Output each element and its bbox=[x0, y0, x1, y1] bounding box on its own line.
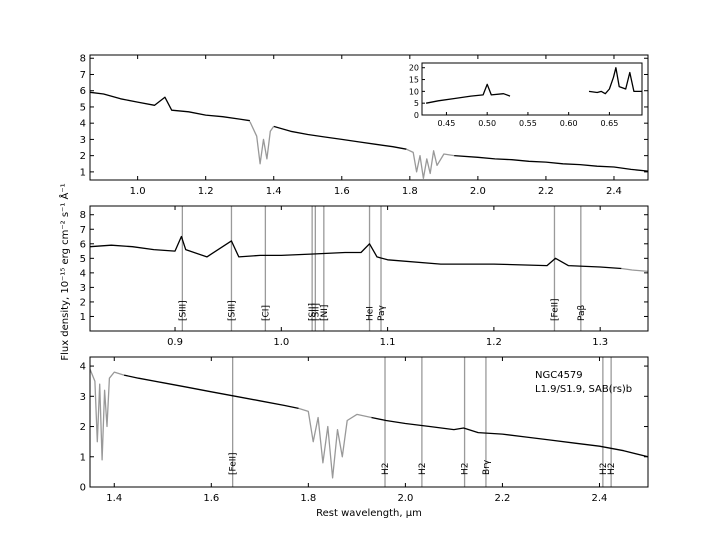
object-annotation: L1.9/S1.9, SAB(rs)b bbox=[535, 384, 632, 395]
y-tick-label: 5 bbox=[80, 102, 86, 113]
line-label: [CI] bbox=[261, 305, 271, 321]
y-tick-label: 1 bbox=[80, 167, 86, 178]
spectrum-series-0-segment-0 bbox=[89, 235, 622, 270]
object-annotation: NGC4579 bbox=[535, 370, 583, 381]
inset-y-tick-label: 10 bbox=[409, 87, 419, 96]
inset-panel: 0.45 0.50 0.55 0.60 0.65 0 5 10 15 20 bbox=[409, 62, 643, 128]
spectrum-series-0-segment-1 bbox=[273, 125, 407, 150]
spectrum-series-1-segment-0 bbox=[249, 121, 275, 165]
line-label: [SIII] bbox=[178, 300, 188, 321]
panel-frame bbox=[89, 205, 649, 332]
x-tick-label: 2.2 bbox=[538, 186, 554, 197]
x-tick-label: 2.0 bbox=[397, 493, 413, 504]
spectrum-series-1-segment-1 bbox=[298, 407, 372, 479]
y-tick-label: 4 bbox=[80, 268, 86, 279]
x-axis-label: Rest wavelength, μm bbox=[316, 508, 422, 519]
line-label: H2 bbox=[607, 463, 617, 476]
x-tick-label: 1.4 bbox=[106, 493, 122, 504]
panel-frame bbox=[89, 54, 649, 181]
y-tick-label: 3 bbox=[80, 283, 86, 294]
y-tick-label: 3 bbox=[80, 392, 86, 403]
inset-y-tick-label: 0 bbox=[414, 111, 419, 120]
line-label: Paβ bbox=[577, 304, 587, 321]
line-label: [SII] bbox=[308, 303, 318, 321]
x-tick-label: 1.2 bbox=[198, 186, 214, 197]
x-tick-label: 2.4 bbox=[592, 493, 608, 504]
panel-middle: [SIII] [SIII] [CI] [SII][SII][NI] HeI Paγ [FeI… bbox=[80, 205, 649, 348]
line-label: Brγ bbox=[482, 459, 492, 475]
line-label: [FeII] bbox=[550, 298, 560, 321]
inset-spectrum-segment-0 bbox=[425, 83, 511, 104]
y-tick-label: 1 bbox=[80, 312, 86, 323]
y-tick-label: 4 bbox=[80, 119, 86, 130]
line-label: H2 bbox=[461, 463, 471, 476]
inset-y-tick-label: 5 bbox=[414, 99, 419, 108]
line-label: [SII] bbox=[311, 303, 321, 321]
line-label: H2 bbox=[599, 463, 609, 476]
y-axis-label: Flux density, 10⁻¹⁵ erg cm⁻² s⁻¹ Å⁻¹ bbox=[58, 183, 71, 360]
x-tick-label: 1.2 bbox=[486, 337, 502, 348]
panel-top: 1.0 1.2 1.4 1.6 1.8 2.0 2.2 2.4 1 2 3 4 5 6 7 8 0.45 0.50… bbox=[80, 54, 649, 197]
inset-frame bbox=[421, 62, 643, 116]
inset-x-tick-label: 0.50 bbox=[478, 119, 496, 128]
x-tick-label: 1.1 bbox=[380, 337, 396, 348]
y-tick-label: 3 bbox=[80, 135, 86, 146]
y-tick-label: 4 bbox=[80, 362, 86, 373]
x-tick-label: 2.4 bbox=[606, 186, 622, 197]
line-label: [FeII] bbox=[229, 452, 239, 475]
spectrum-series-0-segment-0 bbox=[89, 91, 251, 122]
x-tick-label: 1.6 bbox=[203, 493, 219, 504]
y-tick-label: 2 bbox=[80, 297, 86, 308]
y-tick-label: 0 bbox=[80, 483, 86, 494]
line-label: H2 bbox=[418, 463, 428, 476]
spectrum-series-1-segment-0 bbox=[621, 267, 649, 273]
inset-x-tick-label: 0.60 bbox=[560, 119, 578, 128]
x-tick-label: 1.8 bbox=[300, 493, 316, 504]
y-tick-label: 6 bbox=[80, 239, 86, 250]
x-tick-label: 0.9 bbox=[167, 337, 183, 348]
inset-spectrum-segment-1 bbox=[588, 67, 642, 95]
inset-y-tick-label: 20 bbox=[409, 64, 419, 73]
inset-x-tick-label: 0.55 bbox=[519, 119, 537, 128]
spectrum-series-0-segment-0 bbox=[123, 374, 299, 410]
y-tick-label: 6 bbox=[80, 86, 86, 97]
y-tick-label: 8 bbox=[80, 210, 86, 221]
y-tick-label: 1 bbox=[80, 452, 86, 463]
line-label: Paγ bbox=[377, 304, 387, 321]
inset-x-tick-label: 0.65 bbox=[601, 119, 619, 128]
y-tick-label: 8 bbox=[80, 54, 86, 65]
spectrum-series-1-segment-1 bbox=[406, 148, 455, 180]
line-label: [SIII] bbox=[227, 300, 237, 321]
spectrum-series-0-segment-2 bbox=[454, 154, 649, 172]
x-tick-label: 1.8 bbox=[402, 186, 418, 197]
spectrum-series-1-segment-0 bbox=[89, 368, 125, 461]
x-tick-label: 2.2 bbox=[494, 493, 510, 504]
x-tick-label: 1.3 bbox=[592, 337, 608, 348]
panel-frame bbox=[89, 356, 649, 488]
y-tick-label: 2 bbox=[80, 151, 86, 162]
x-tick-label: 2.0 bbox=[470, 186, 486, 197]
spectrum-series-0-segment-1 bbox=[371, 416, 649, 458]
line-label: H2 bbox=[381, 463, 391, 476]
x-tick-label: 1.6 bbox=[334, 186, 350, 197]
inset-x-tick-label: 0.45 bbox=[438, 119, 456, 128]
y-tick-label: 5 bbox=[80, 254, 86, 265]
x-tick-label: 1.0 bbox=[130, 186, 146, 197]
x-tick-label: 1.4 bbox=[266, 186, 282, 197]
line-label: [NI] bbox=[320, 305, 330, 321]
inset-y-tick-label: 15 bbox=[409, 76, 419, 85]
y-tick-label: 7 bbox=[80, 70, 86, 81]
x-tick-label: 1.0 bbox=[273, 337, 289, 348]
y-tick-label: 7 bbox=[80, 225, 86, 236]
y-tick-label: 2 bbox=[80, 422, 86, 433]
line-label: HeI bbox=[366, 306, 376, 321]
